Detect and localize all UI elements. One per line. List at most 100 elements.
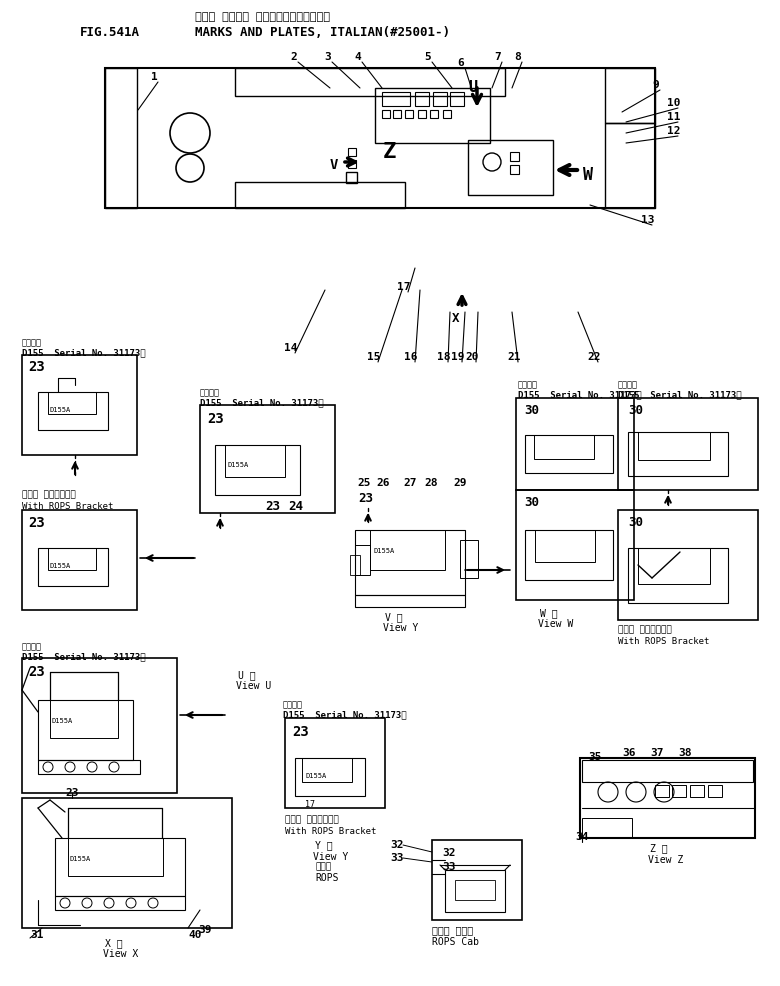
Text: ROPS Cab: ROPS Cab bbox=[432, 937, 479, 947]
Text: ロプス ブラケット付: ロプス ブラケット付 bbox=[618, 625, 672, 634]
Bar bbox=[638, 548, 710, 584]
Text: With ROPS Bracket: With ROPS Bracket bbox=[22, 502, 113, 511]
Text: ロプス ブラケット付: ロプス ブラケット付 bbox=[285, 815, 339, 824]
Bar bbox=[346, 172, 357, 183]
Text: 21: 21 bbox=[507, 352, 521, 362]
Text: 4: 4 bbox=[355, 52, 361, 62]
Text: 32: 32 bbox=[390, 840, 403, 850]
Text: 23: 23 bbox=[65, 788, 79, 798]
Bar bbox=[418, 110, 426, 118]
Bar bbox=[355, 595, 465, 607]
Bar bbox=[415, 92, 429, 106]
Text: D155  Serial No. 31173〜: D155 Serial No. 31173〜 bbox=[518, 390, 642, 399]
Bar bbox=[450, 92, 464, 106]
Bar bbox=[535, 530, 595, 562]
Bar bbox=[510, 152, 519, 161]
Text: 2: 2 bbox=[291, 52, 297, 62]
Bar bbox=[690, 785, 704, 797]
Bar bbox=[22, 355, 137, 455]
Text: 23: 23 bbox=[28, 360, 44, 374]
Text: D155  Serial No. 31173〜: D155 Serial No. 31173〜 bbox=[283, 710, 406, 719]
Text: 11: 11 bbox=[667, 112, 681, 122]
Text: 38: 38 bbox=[678, 748, 692, 758]
Bar bbox=[105, 68, 655, 208]
Bar bbox=[605, 68, 655, 123]
Bar bbox=[22, 798, 232, 928]
Bar bbox=[22, 658, 177, 793]
Text: 30: 30 bbox=[628, 516, 643, 529]
Text: 39: 39 bbox=[198, 925, 211, 935]
Text: 40: 40 bbox=[188, 930, 201, 940]
Text: 27: 27 bbox=[403, 478, 417, 488]
Bar bbox=[582, 760, 753, 782]
Bar bbox=[225, 445, 285, 477]
Text: 20: 20 bbox=[465, 352, 479, 362]
Bar bbox=[638, 432, 710, 460]
Bar bbox=[433, 92, 447, 106]
Text: Z: Z bbox=[383, 142, 396, 162]
Text: 23: 23 bbox=[207, 412, 224, 426]
Text: With ROPS Bracket: With ROPS Bracket bbox=[618, 637, 709, 646]
Text: 9: 9 bbox=[653, 80, 659, 90]
Text: 7: 7 bbox=[495, 52, 502, 62]
Bar bbox=[393, 110, 401, 118]
Bar bbox=[510, 165, 519, 174]
Text: View W: View W bbox=[538, 619, 573, 629]
Bar bbox=[708, 785, 722, 797]
Text: View U: View U bbox=[236, 681, 271, 691]
Bar bbox=[375, 88, 490, 143]
Text: FIG.541A: FIG.541A bbox=[80, 26, 140, 39]
Text: 適用号第: 適用号第 bbox=[283, 700, 303, 709]
Text: 30: 30 bbox=[524, 404, 539, 417]
Text: 15: 15 bbox=[367, 352, 381, 362]
Text: 23: 23 bbox=[292, 725, 309, 739]
Bar bbox=[370, 530, 445, 570]
Bar bbox=[534, 435, 594, 459]
Text: U 視: U 視 bbox=[238, 670, 256, 680]
Bar bbox=[525, 530, 613, 580]
Bar bbox=[235, 68, 505, 96]
Text: 18: 18 bbox=[438, 352, 451, 362]
Bar bbox=[348, 160, 356, 168]
Text: W: W bbox=[583, 166, 593, 184]
Text: 29: 29 bbox=[453, 478, 466, 488]
Text: 30: 30 bbox=[628, 404, 643, 417]
Bar bbox=[516, 490, 634, 600]
Text: 30: 30 bbox=[524, 496, 539, 509]
Text: ロプス: ロプス bbox=[315, 862, 332, 871]
Text: 適用号第: 適用号第 bbox=[22, 338, 42, 347]
Text: 24: 24 bbox=[288, 500, 303, 513]
Text: 適用号第: 適用号第 bbox=[618, 380, 638, 389]
Bar bbox=[516, 398, 634, 490]
Text: 適用号第: 適用号第 bbox=[518, 380, 538, 389]
Bar bbox=[22, 510, 137, 610]
Text: View Z: View Z bbox=[648, 855, 683, 865]
Bar bbox=[295, 758, 365, 796]
Text: W 視: W 視 bbox=[540, 608, 558, 618]
Text: Z 視: Z 視 bbox=[650, 843, 668, 853]
Text: 22: 22 bbox=[587, 352, 601, 362]
Text: 36: 36 bbox=[622, 748, 636, 758]
Text: D155A: D155A bbox=[228, 462, 250, 468]
Text: D155  Serial No. 31173〜: D155 Serial No. 31173〜 bbox=[200, 398, 324, 407]
Bar bbox=[350, 555, 360, 575]
Text: マーク オヨビ・ プレート（イタリアコ）: マーク オヨビ・ プレート（イタリアコ） bbox=[195, 12, 330, 22]
Text: ロプス キャブ: ロプス キャブ bbox=[432, 925, 473, 935]
Bar bbox=[285, 718, 385, 808]
Bar bbox=[50, 700, 118, 738]
Bar bbox=[605, 123, 655, 208]
Text: X 視: X 視 bbox=[105, 938, 122, 948]
Text: 13: 13 bbox=[641, 215, 654, 225]
Text: Y 視: Y 視 bbox=[315, 840, 332, 850]
Bar bbox=[55, 838, 185, 896]
Bar bbox=[525, 435, 613, 473]
Bar bbox=[580, 758, 755, 838]
Text: 28: 28 bbox=[424, 478, 438, 488]
Bar bbox=[105, 68, 137, 208]
Bar bbox=[628, 432, 728, 476]
Text: X: X bbox=[452, 312, 459, 325]
Text: 35: 35 bbox=[588, 752, 601, 762]
Text: ロプス ブラケット付: ロプス ブラケット付 bbox=[22, 490, 76, 499]
Text: 10: 10 bbox=[667, 98, 681, 108]
Bar bbox=[55, 896, 185, 910]
